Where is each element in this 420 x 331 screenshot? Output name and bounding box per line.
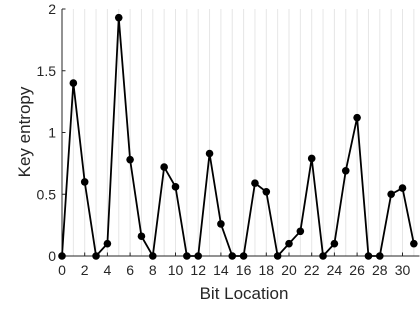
data-point <box>319 252 327 260</box>
data-point <box>103 239 112 248</box>
y-tick-label: 0.5 <box>37 186 57 202</box>
data-point <box>160 163 168 171</box>
x-tick-label: 10 <box>168 262 184 278</box>
data-point <box>296 227 305 236</box>
x-tick-label: 26 <box>349 262 365 278</box>
data-point <box>92 252 100 260</box>
data-point <box>69 79 78 87</box>
x-tick-label: 20 <box>281 262 297 278</box>
y-tick-label: 1 <box>48 125 56 141</box>
data-point <box>80 178 89 186</box>
x-tick-label: 30 <box>395 262 411 278</box>
data-point <box>285 239 293 248</box>
x-tick-label: 24 <box>327 262 343 278</box>
data-point <box>217 220 225 228</box>
data-point <box>410 239 418 248</box>
data-point <box>387 190 395 199</box>
data-point <box>205 149 214 158</box>
data-point <box>228 252 237 260</box>
y-tick-label: 2 <box>48 1 56 17</box>
x-tick-label: 2 <box>81 262 89 278</box>
data-point <box>137 232 146 241</box>
data-point <box>307 154 316 163</box>
x-tick-label: 14 <box>213 262 229 278</box>
x-tick-label: 4 <box>104 262 112 278</box>
data-point <box>114 13 123 22</box>
data-point <box>239 252 248 260</box>
x-tick-label: 22 <box>304 262 320 278</box>
data-point <box>273 252 282 260</box>
data-point <box>364 252 373 260</box>
data-point <box>183 252 191 260</box>
data-point <box>353 113 361 122</box>
data-point <box>376 252 384 260</box>
x-tick-label: 0 <box>58 262 66 278</box>
x-tick-label: 6 <box>126 262 134 278</box>
y-tick-label: 1.5 <box>37 63 57 79</box>
data-point <box>341 166 350 175</box>
data-point <box>171 183 180 191</box>
series-line <box>61 16 415 257</box>
x-tick-label: 18 <box>259 262 275 278</box>
y-axis-label: Key entropy <box>15 86 34 177</box>
data-point <box>58 252 66 260</box>
x-tick-label: 8 <box>149 262 157 278</box>
data-point <box>330 239 339 248</box>
data-point <box>251 179 259 187</box>
x-tick-label: 28 <box>372 262 388 278</box>
y-tick-label: 0 <box>48 248 56 264</box>
data-point <box>149 252 157 260</box>
data-point <box>126 155 134 164</box>
data-point <box>194 252 202 260</box>
data-point <box>398 184 407 192</box>
x-axis-label: Bit Location <box>200 284 289 303</box>
x-tick-label: 16 <box>236 262 252 278</box>
data-series <box>58 13 418 260</box>
gridlines <box>61 9 415 256</box>
x-tick-label: 12 <box>190 262 206 278</box>
data-point <box>262 187 271 196</box>
